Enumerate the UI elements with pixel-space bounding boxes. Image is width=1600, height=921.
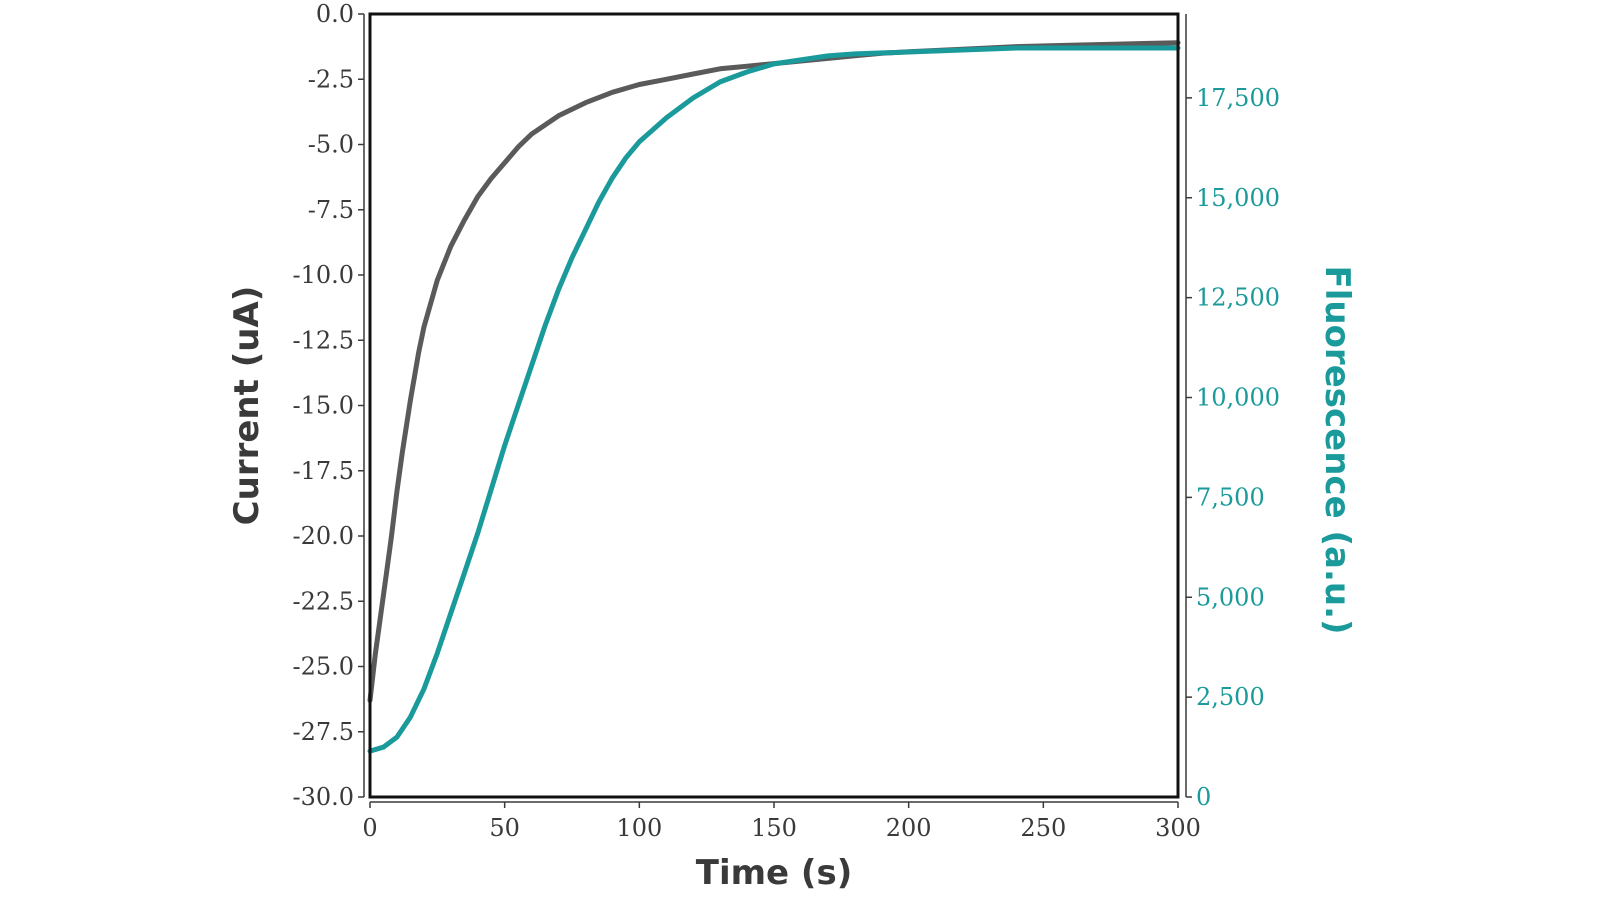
right-axis-title: Fluorescence (a.u.)	[1317, 265, 1357, 634]
right-tick-label: 10,000	[1196, 384, 1280, 412]
left-tick-label: -17.5	[292, 457, 354, 485]
x-tick-label: 50	[489, 814, 520, 842]
x-tick-label: 300	[1155, 814, 1201, 842]
left-tick-label: -27.5	[292, 718, 354, 746]
right-tick-label: 0	[1196, 783, 1211, 811]
right-tick-label: 15,000	[1196, 184, 1280, 212]
fluorescence-line	[367, 45, 1181, 754]
left-tick-label: -5.0	[308, 131, 354, 159]
left-tick-label: -12.5	[292, 326, 354, 354]
left-tick-label: -2.5	[308, 65, 354, 93]
left-axis-title: Current (uA)	[227, 286, 267, 526]
right-tick-label: 7,500	[1196, 483, 1265, 511]
current-line	[367, 40, 1181, 703]
right-axis-ticks: 0 2,500 5,000 7,500 10,000 12,500 15,000 17,500	[1186, 84, 1280, 811]
x-tick-label: 150	[751, 814, 797, 842]
plot-area-border	[368, 12, 1180, 799]
x-axis-ticks: 0 50 100 150 200 250 300	[362, 802, 1201, 842]
left-tick-label: 0.0	[316, 0, 354, 28]
left-tick-label: -30.0	[292, 783, 354, 811]
right-tick-label: 5,000	[1196, 583, 1265, 611]
x-tick-label: 200	[886, 814, 932, 842]
left-tick-label: -22.5	[292, 587, 354, 615]
x-axis-title: Time (s)	[696, 853, 853, 893]
plot-frame	[363, 12, 1187, 803]
right-tick-label: 2,500	[1196, 683, 1265, 711]
left-tick-label: -20.0	[292, 522, 354, 550]
left-tick-label: -7.5	[308, 196, 354, 224]
left-tick-label: -15.0	[292, 392, 354, 420]
x-tick-label: 100	[616, 814, 662, 842]
left-tick-label: -25.0	[292, 653, 354, 681]
left-axis-ticks: 0.0 -2.5 -5.0 -7.5 -10.0 -12.5 -15.0 -17.5 -20.0…	[292, 0, 364, 811]
right-tick-label: 12,500	[1196, 284, 1280, 312]
right-tick-label: 17,500	[1196, 84, 1280, 112]
series-lines	[367, 40, 1181, 754]
x-tick-label: 0	[362, 814, 377, 842]
x-tick-label: 250	[1020, 814, 1066, 842]
left-tick-label: -10.0	[292, 261, 354, 289]
